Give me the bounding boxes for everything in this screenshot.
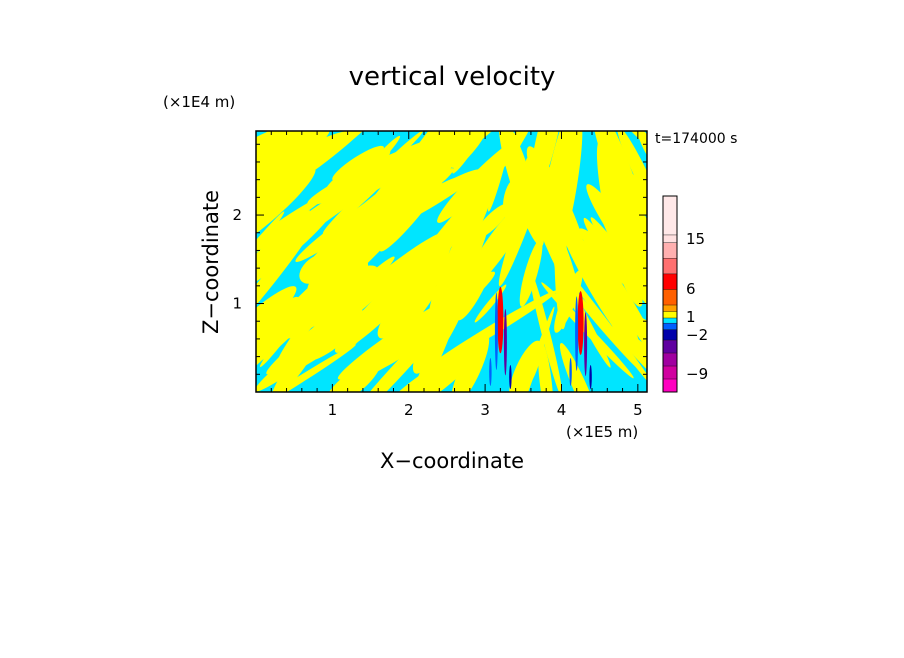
downdraft-streak	[584, 312, 588, 377]
colorbar-segment	[663, 353, 677, 367]
colorbar-segment	[663, 242, 677, 259]
field-band	[596, 140, 624, 260]
y-tick-label: 1	[232, 295, 242, 313]
downdraft-streak	[494, 292, 498, 370]
colorbar: 15 6 1−2 −9	[662, 195, 708, 393]
colorbar-segment	[663, 258, 677, 274]
field-band	[331, 257, 369, 343]
field-band	[359, 169, 481, 241]
downdraft-streak	[503, 309, 507, 376]
field-streak	[256, 210, 311, 264]
x-axis-title: X−coordinate	[380, 449, 524, 473]
colorbar-tick-label: 15	[686, 230, 705, 248]
field-streak	[509, 340, 542, 392]
y-tick-label: 2	[232, 206, 242, 224]
field-band	[270, 318, 330, 392]
downdraft-streak	[589, 365, 592, 389]
colorbar-segment	[663, 379, 677, 392]
field-streak	[617, 131, 647, 224]
field-streak	[455, 237, 499, 321]
updraft-core	[497, 286, 504, 354]
field-streak	[541, 282, 634, 379]
colorbar-segment	[663, 234, 677, 243]
field-streak	[419, 290, 558, 375]
field-streak	[268, 131, 296, 151]
colorbar-segment	[663, 318, 677, 324]
field-streak	[325, 360, 373, 392]
downdraft-streak	[575, 296, 579, 371]
downdraft-streak	[569, 358, 572, 386]
field-streak	[256, 286, 297, 363]
field-streak	[256, 223, 282, 298]
x-unit-label: (×1E5 m)	[566, 423, 638, 441]
field-band	[450, 333, 490, 392]
chart-title: vertical velocity	[349, 62, 556, 92]
field-streak	[538, 340, 554, 392]
field-streak	[376, 263, 457, 323]
y-axis-title: Z−coordinate	[199, 190, 223, 334]
field-band	[412, 286, 468, 374]
downdraft-streak	[509, 365, 512, 389]
field-streak	[256, 306, 274, 356]
x-tick-label: 5	[633, 401, 643, 419]
field-streak	[256, 167, 316, 255]
field-band	[256, 210, 332, 290]
colorbar-segment	[663, 329, 677, 341]
x-tick-label: 1	[328, 401, 338, 419]
field-streak	[337, 295, 460, 380]
field-band	[526, 131, 554, 220]
plot-frame	[255, 130, 648, 393]
x-axis: 1 2 3 4 5	[270, 131, 643, 419]
field-streak	[314, 241, 361, 273]
field-streak	[606, 165, 647, 256]
field-streak	[563, 280, 642, 372]
colorbar-tick-label: 1	[686, 308, 696, 326]
colorbar-segment	[663, 323, 677, 330]
field-streak	[519, 239, 543, 307]
x-tick-label: 3	[480, 401, 490, 419]
colorbar-segment	[663, 289, 677, 306]
colorbar-tick-label: −9	[686, 365, 708, 383]
colorbar-segment	[663, 196, 677, 235]
field-streak	[578, 228, 646, 298]
x-tick-label: 2	[404, 401, 414, 419]
velocity-field	[256, 131, 647, 392]
updraft-core	[577, 291, 584, 355]
field-streak	[607, 214, 647, 283]
field-streak	[508, 306, 555, 392]
time-label: t=174000 s	[655, 131, 737, 147]
colorbar-tick-label: −2	[686, 326, 708, 344]
y-unit-label: (×1E4 m)	[163, 93, 235, 111]
field-streak	[393, 172, 500, 304]
field-band	[256, 131, 352, 200]
field-streak	[528, 268, 563, 392]
field-streak	[474, 284, 507, 323]
colorbar-tick-label: 6	[686, 280, 696, 298]
downdraft-streak	[489, 358, 492, 386]
colorbar-segment	[663, 366, 677, 380]
updraft-cores	[489, 286, 592, 389]
colorbar-segment	[663, 311, 677, 319]
colorbar-segment	[663, 273, 677, 290]
field-band	[307, 134, 453, 206]
field-streak	[335, 144, 467, 248]
field-streak	[585, 131, 647, 201]
field-band	[437, 137, 523, 223]
colorbar-segment	[663, 340, 677, 354]
colorbar-segment	[663, 305, 677, 312]
y-axis: 12	[232, 143, 647, 375]
field-streak	[256, 344, 356, 392]
field-streak	[369, 323, 440, 373]
x-tick-label: 4	[557, 401, 567, 419]
